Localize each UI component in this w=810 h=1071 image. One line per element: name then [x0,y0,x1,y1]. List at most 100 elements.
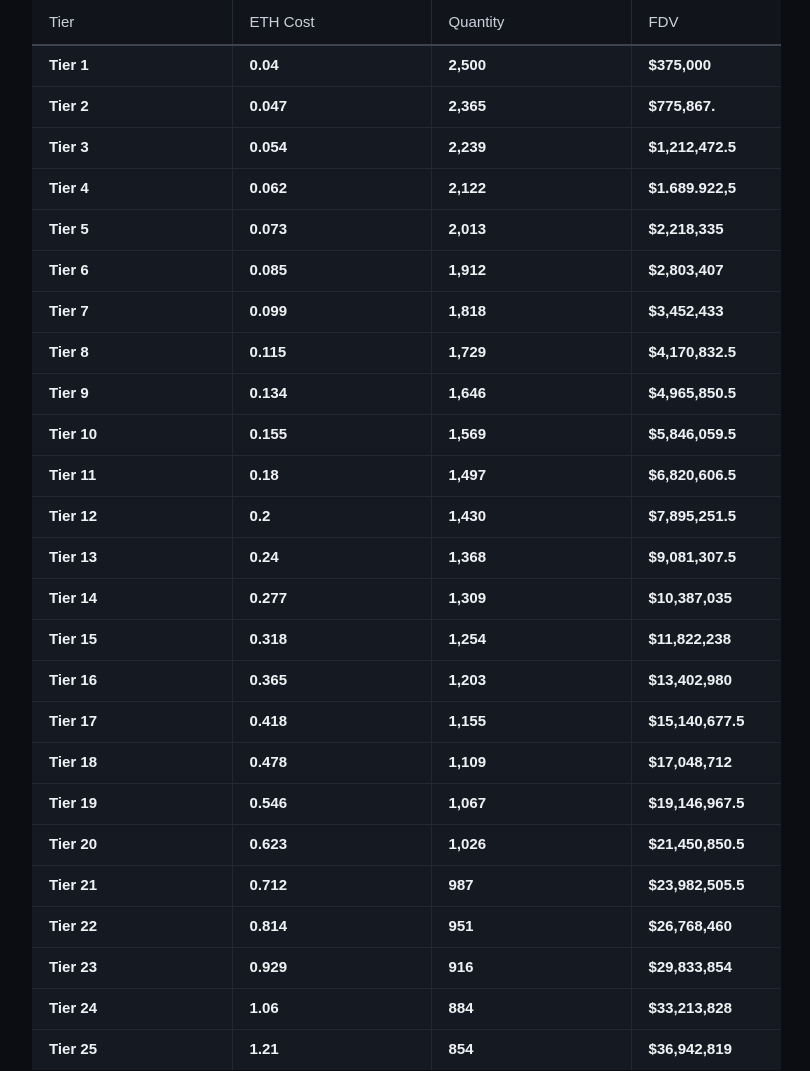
table-row: Tier 14 0.277 1,309 $10,387,035 [32,578,781,620]
cell-quantity: 1,729 [431,332,632,374]
cell-quantity: 854 [431,1029,632,1070]
cell-tier: Tier 8 [32,332,233,374]
tier-pricing-table: Tier ETH Cost Quantity FDV Tier 1 0.04 2,5… [32,0,781,1070]
table-row: Tier 18 0.478 1,109 $17,048,712 [32,742,781,784]
cell-eth-cost: 0.073 [232,209,432,251]
cell-eth-cost: 0.099 [232,291,432,333]
cell-tier: Tier 25 [32,1029,233,1070]
cell-tier: Tier 6 [32,250,233,292]
table-row: Tier 2 0.047 2,365 $775,867. [32,86,781,128]
cell-tier: Tier 3 [32,127,233,169]
cell-fdv: $11,822,238 [631,619,781,661]
cell-fdv: $15,140,677.5 [631,701,781,743]
cell-tier: Tier 19 [32,783,233,825]
table-row: Tier 25 1.21 854 $36,942,819 [32,1029,781,1070]
table-row: Tier 6 0.085 1,912 $2,803,407 [32,250,781,292]
table-row: Tier 7 0.099 1,818 $3,452,433 [32,291,781,333]
cell-eth-cost: 0.318 [232,619,432,661]
table-row: Tier 5 0.073 2,013 $2,218,335 [32,209,781,251]
table-row: Tier 4 0.062 2,122 $1.689.922,5 [32,168,781,210]
cell-eth-cost: 0.085 [232,250,432,292]
cell-fdv: $26,768,460 [631,906,781,948]
cell-quantity: 1,646 [431,373,632,415]
cell-eth-cost: 0.115 [232,332,432,374]
cell-eth-cost: 0.24 [232,537,432,579]
cell-quantity: 2,500 [431,45,632,87]
cell-eth-cost: 1.21 [232,1029,432,1070]
cell-fdv: $375,000 [631,45,781,87]
cell-fdv: $10,387,035 [631,578,781,620]
cell-tier: Tier 2 [32,86,233,128]
cell-fdv: $2,218,335 [631,209,781,251]
cell-fdv: $6,820,606.5 [631,455,781,497]
cell-fdv: $9,081,307.5 [631,537,781,579]
cell-quantity: 987 [431,865,632,907]
table-row: Tier 24 1.06 884 $33,213,828 [32,988,781,1030]
table-row: Tier 21 0.712 987 $23,982,505.5 [32,865,781,907]
cell-eth-cost: 0.277 [232,578,432,620]
cell-quantity: 1,309 [431,578,632,620]
cell-quantity: 1,368 [431,537,632,579]
cell-fdv: $1,212,472.5 [631,127,781,169]
cell-fdv: $1.689.922,5 [631,168,781,210]
cell-tier: Tier 13 [32,537,233,579]
table-row: Tier 8 0.115 1,729 $4,170,832.5 [32,332,781,374]
cell-quantity: 2,365 [431,86,632,128]
cell-fdv: $4,965,850.5 [631,373,781,415]
cell-eth-cost: 0.04 [232,45,432,87]
header-row: Tier ETH Cost Quantity FDV [32,0,781,46]
cell-fdv: $3,452,433 [631,291,781,333]
table-row: Tier 1 0.04 2,500 $375,000 [32,45,781,87]
cell-tier: Tier 23 [32,947,233,989]
cell-eth-cost: 0.18 [232,455,432,497]
cell-quantity: 2,239 [431,127,632,169]
cell-quantity: 1,818 [431,291,632,333]
cell-tier: Tier 10 [32,414,233,456]
cell-eth-cost: 0.623 [232,824,432,866]
table-row: Tier 16 0.365 1,203 $13,402,980 [32,660,781,702]
table-header: Tier ETH Cost Quantity FDV [32,0,781,46]
cell-quantity: 884 [431,988,632,1030]
cell-quantity: 1,569 [431,414,632,456]
cell-fdv: $2,803,407 [631,250,781,292]
cell-fdv: $36,942,819 [631,1029,781,1070]
cell-fdv: $17,048,712 [631,742,781,784]
cell-fdv: $5,846,059.5 [631,414,781,456]
cell-eth-cost: 0.814 [232,906,432,948]
cell-tier: Tier 14 [32,578,233,620]
table-row: Tier 23 0.929 916 $29,833,854 [32,947,781,989]
table-row: Tier 3 0.054 2,239 $1,212,472.5 [32,127,781,169]
cell-eth-cost: 0.047 [232,86,432,128]
cell-fdv: $4,170,832.5 [631,332,781,374]
cell-quantity: 1,254 [431,619,632,661]
cell-tier: Tier 4 [32,168,233,210]
cell-quantity: 951 [431,906,632,948]
table-row: Tier 19 0.546 1,067 $19,146,967.5 [32,783,781,825]
table-row: Tier 11 0.18 1,497 $6,820,606.5 [32,455,781,497]
cell-tier: Tier 18 [32,742,233,784]
cell-fdv: $19,146,967.5 [631,783,781,825]
cell-eth-cost: 0.155 [232,414,432,456]
table-row: Tier 12 0.2 1,430 $7,895,251.5 [32,496,781,538]
cell-quantity: 1,203 [431,660,632,702]
table-body: Tier 1 0.04 2,500 $375,000 Tier 2 0.047 2,365 $… [32,45,781,1070]
cell-fdv: $23,982,505.5 [631,865,781,907]
cell-eth-cost: 0.365 [232,660,432,702]
table-row: Tier 10 0.155 1,569 $5,846,059.5 [32,414,781,456]
cell-quantity: 1,067 [431,783,632,825]
cell-eth-cost: 0.712 [232,865,432,907]
cell-tier: Tier 15 [32,619,233,661]
table-row: Tier 15 0.318 1,254 $11,822,238 [32,619,781,661]
table-row: Tier 9 0.134 1,646 $4,965,850.5 [32,373,781,415]
cell-tier: Tier 5 [32,209,233,251]
cell-eth-cost: 0.2 [232,496,432,538]
column-header-fdv: FDV [631,0,781,46]
cell-fdv: $7,895,251.5 [631,496,781,538]
cell-tier: Tier 17 [32,701,233,743]
cell-tier: Tier 11 [32,455,233,497]
cell-fdv: $21,450,850.5 [631,824,781,866]
cell-eth-cost: 0.134 [232,373,432,415]
cell-tier: Tier 20 [32,824,233,866]
cell-tier: Tier 1 [32,45,233,87]
cell-fdv: $29,833,854 [631,947,781,989]
